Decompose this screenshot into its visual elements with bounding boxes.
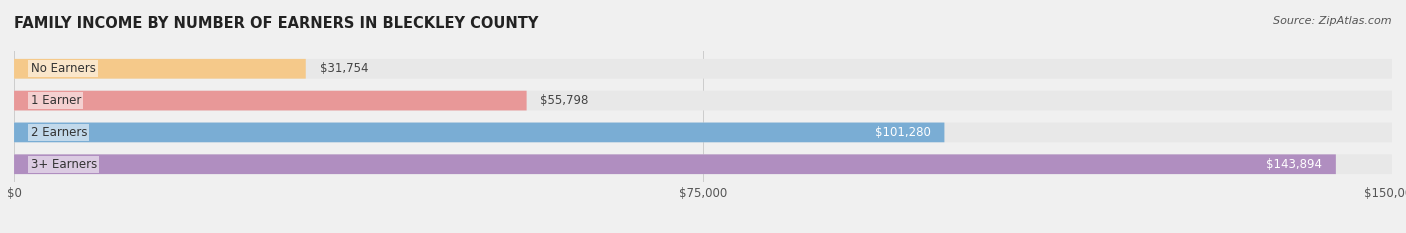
Text: 1 Earner: 1 Earner: [31, 94, 82, 107]
Text: 3+ Earners: 3+ Earners: [31, 158, 97, 171]
FancyBboxPatch shape: [14, 154, 1392, 174]
FancyBboxPatch shape: [14, 123, 945, 142]
Text: FAMILY INCOME BY NUMBER OF EARNERS IN BLECKLEY COUNTY: FAMILY INCOME BY NUMBER OF EARNERS IN BL…: [14, 16, 538, 31]
Text: $55,798: $55,798: [540, 94, 589, 107]
Text: $31,754: $31,754: [319, 62, 368, 75]
Text: No Earners: No Earners: [31, 62, 96, 75]
FancyBboxPatch shape: [14, 91, 1392, 110]
FancyBboxPatch shape: [14, 59, 1392, 79]
FancyBboxPatch shape: [14, 91, 527, 110]
Text: $101,280: $101,280: [875, 126, 931, 139]
FancyBboxPatch shape: [14, 123, 1392, 142]
FancyBboxPatch shape: [14, 59, 305, 79]
FancyBboxPatch shape: [14, 154, 1336, 174]
Text: Source: ZipAtlas.com: Source: ZipAtlas.com: [1274, 16, 1392, 26]
Text: 2 Earners: 2 Earners: [31, 126, 87, 139]
Text: $143,894: $143,894: [1265, 158, 1322, 171]
